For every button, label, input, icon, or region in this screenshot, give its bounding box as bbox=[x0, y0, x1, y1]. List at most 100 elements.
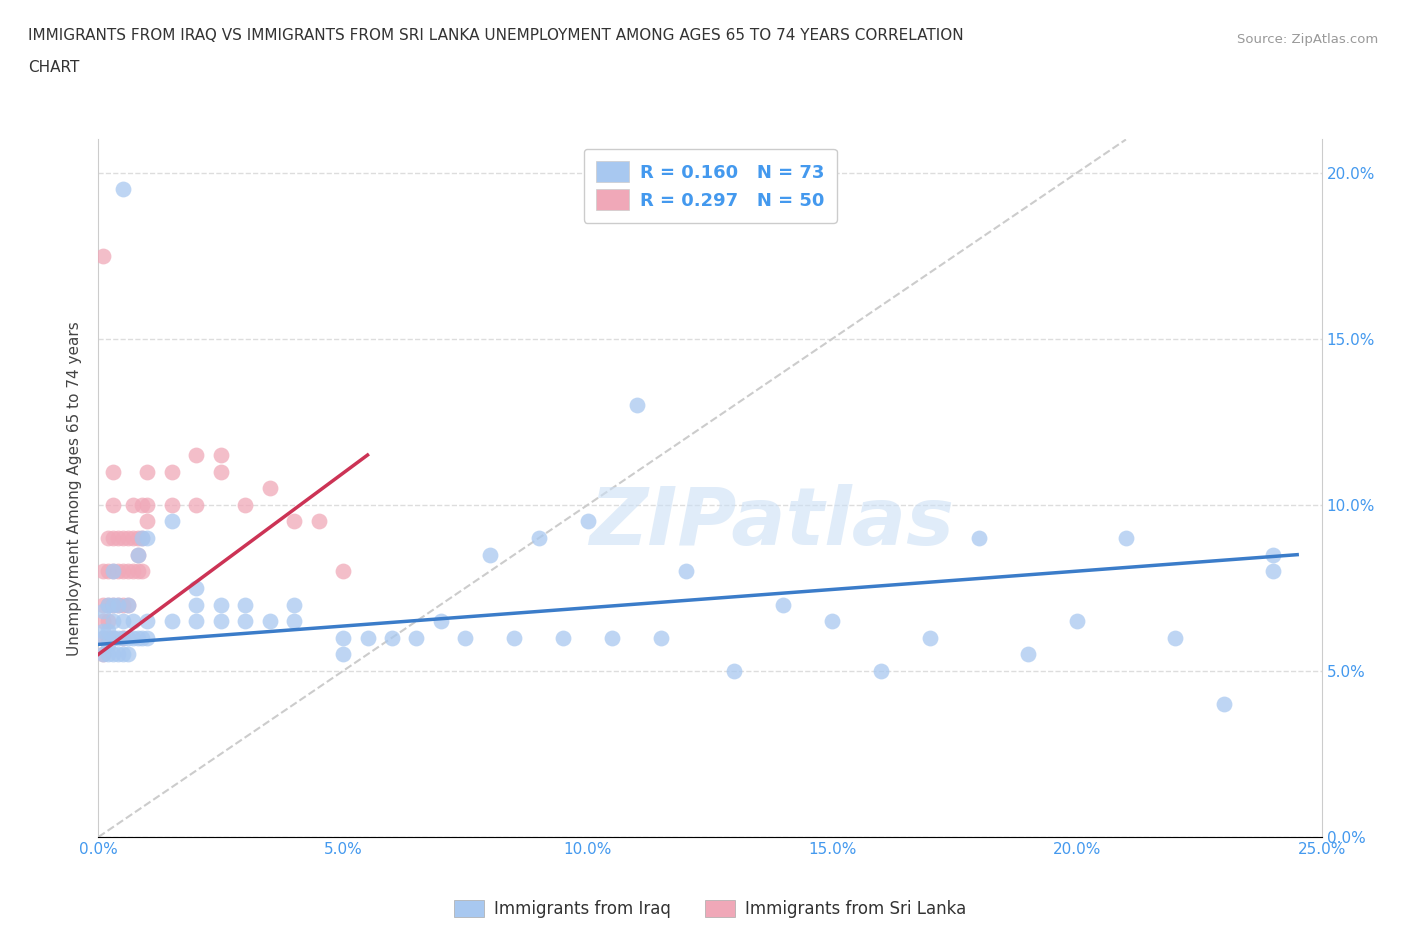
Point bbox=[209, 447, 232, 462]
Point bbox=[111, 531, 134, 546]
Point bbox=[107, 597, 129, 612]
Point bbox=[772, 597, 794, 612]
Point bbox=[503, 631, 526, 645]
Point bbox=[91, 624, 114, 639]
Point bbox=[259, 614, 281, 629]
Point bbox=[967, 531, 990, 546]
Point bbox=[117, 597, 139, 612]
Point bbox=[131, 531, 153, 546]
Point bbox=[186, 447, 208, 462]
Point bbox=[870, 663, 893, 678]
Point bbox=[1115, 531, 1137, 546]
Point bbox=[160, 514, 183, 529]
Point bbox=[131, 564, 153, 578]
Point bbox=[454, 631, 477, 645]
Point bbox=[259, 481, 281, 496]
Point bbox=[101, 564, 124, 578]
Point bbox=[97, 624, 120, 639]
Legend: Immigrants from Iraq, Immigrants from Sri Lanka: Immigrants from Iraq, Immigrants from Sr… bbox=[446, 892, 974, 926]
Point bbox=[97, 564, 120, 578]
Point bbox=[117, 631, 139, 645]
Point bbox=[107, 531, 129, 546]
Point bbox=[111, 182, 134, 197]
Point bbox=[127, 531, 149, 546]
Point bbox=[91, 631, 114, 645]
Point bbox=[1066, 614, 1088, 629]
Text: Source: ZipAtlas.com: Source: ZipAtlas.com bbox=[1237, 33, 1378, 46]
Point bbox=[97, 637, 120, 652]
Point bbox=[233, 614, 256, 629]
Point bbox=[131, 631, 153, 645]
Point bbox=[626, 398, 648, 413]
Point bbox=[121, 531, 143, 546]
Point bbox=[233, 597, 256, 612]
Point bbox=[233, 498, 256, 512]
Point bbox=[127, 631, 149, 645]
Point bbox=[283, 597, 305, 612]
Point bbox=[209, 614, 232, 629]
Point bbox=[117, 647, 139, 662]
Point bbox=[117, 531, 139, 546]
Point bbox=[121, 564, 143, 578]
Point bbox=[131, 531, 153, 546]
Point bbox=[121, 631, 143, 645]
Point bbox=[527, 531, 550, 546]
Point bbox=[101, 597, 124, 612]
Point bbox=[91, 647, 114, 662]
Point bbox=[127, 547, 149, 562]
Point bbox=[821, 614, 844, 629]
Point bbox=[91, 631, 114, 645]
Point bbox=[111, 647, 134, 662]
Point bbox=[91, 647, 114, 662]
Point bbox=[160, 614, 183, 629]
Point bbox=[101, 614, 124, 629]
Point bbox=[600, 631, 623, 645]
Point bbox=[1017, 647, 1039, 662]
Point bbox=[127, 564, 149, 578]
Point bbox=[91, 604, 114, 618]
Point bbox=[576, 514, 599, 529]
Point bbox=[117, 564, 139, 578]
Point bbox=[91, 614, 114, 629]
Text: CHART: CHART bbox=[28, 60, 80, 75]
Point bbox=[91, 248, 114, 263]
Point bbox=[136, 531, 159, 546]
Point bbox=[136, 631, 159, 645]
Point bbox=[920, 631, 942, 645]
Point bbox=[381, 631, 404, 645]
Point bbox=[91, 564, 114, 578]
Point bbox=[405, 631, 427, 645]
Point bbox=[101, 564, 124, 578]
Point bbox=[97, 597, 120, 612]
Point bbox=[186, 597, 208, 612]
Point bbox=[121, 614, 143, 629]
Point bbox=[111, 631, 134, 645]
Point bbox=[209, 597, 232, 612]
Point bbox=[101, 531, 124, 546]
Text: ZIPatlas: ZIPatlas bbox=[589, 485, 953, 562]
Point bbox=[186, 498, 208, 512]
Point bbox=[1212, 697, 1234, 711]
Point bbox=[160, 464, 183, 479]
Point bbox=[101, 631, 124, 645]
Point bbox=[111, 564, 134, 578]
Point bbox=[111, 631, 134, 645]
Point bbox=[283, 614, 305, 629]
Point bbox=[97, 597, 120, 612]
Point bbox=[332, 631, 354, 645]
Point bbox=[127, 547, 149, 562]
Point bbox=[308, 514, 330, 529]
Point bbox=[91, 597, 114, 612]
Point bbox=[186, 614, 208, 629]
Point bbox=[101, 631, 124, 645]
Y-axis label: Unemployment Among Ages 65 to 74 years: Unemployment Among Ages 65 to 74 years bbox=[67, 321, 83, 656]
Point bbox=[97, 614, 120, 629]
Point bbox=[723, 663, 745, 678]
Point bbox=[107, 647, 129, 662]
Point bbox=[332, 647, 354, 662]
Point bbox=[160, 498, 183, 512]
Point bbox=[283, 514, 305, 529]
Point bbox=[675, 564, 697, 578]
Point bbox=[478, 547, 501, 562]
Point bbox=[1164, 631, 1187, 645]
